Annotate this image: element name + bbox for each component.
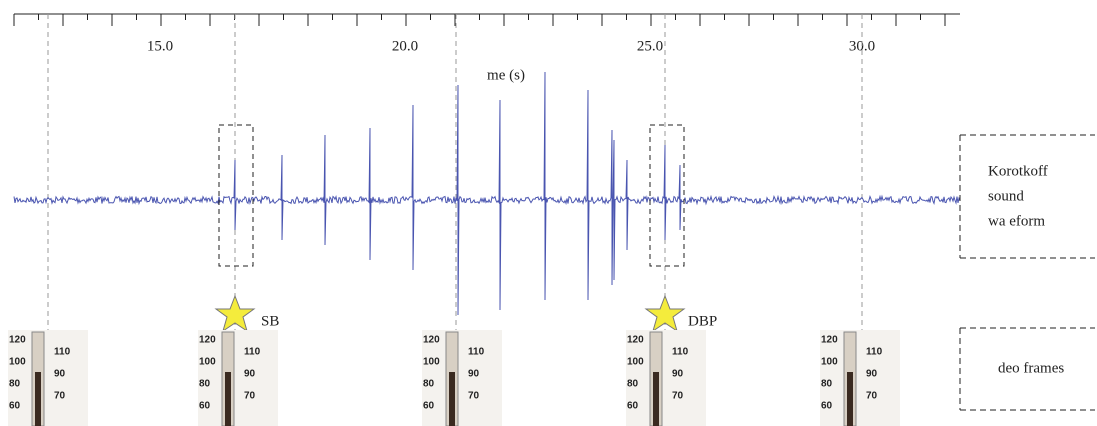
gauge-label: 60 — [821, 401, 833, 412]
gauge-label: 80 — [199, 379, 211, 390]
gauge-label: 70 — [244, 391, 256, 402]
gauge-label: 110 — [672, 347, 689, 358]
tick-label: 30.0 — [849, 38, 875, 54]
gauge-mercury — [449, 372, 455, 426]
gauge-label: 110 — [54, 347, 71, 358]
frame-bg — [626, 330, 706, 426]
gauge-label: 90 — [866, 369, 878, 380]
gauge-label: 90 — [468, 369, 480, 380]
row-label: sound — [988, 188, 1024, 204]
gauge-label: 120 — [199, 335, 216, 346]
gauge-label: 100 — [821, 357, 838, 368]
gauge-mercury — [847, 372, 853, 426]
waveform — [13, 71, 961, 316]
star — [214, 294, 256, 333]
gauge-label: 70 — [468, 391, 480, 402]
gauge-label: 120 — [627, 335, 644, 346]
time-ruler: 15.0 20.0 25.0 30.0 — [13, 13, 960, 54]
gauge-mercury — [225, 372, 231, 426]
frame-bg — [422, 330, 502, 426]
row-label: wa eform — [988, 213, 1045, 229]
tick-label: 15.0 — [147, 38, 173, 54]
gauge-label: 60 — [423, 401, 435, 412]
highlight-box — [218, 124, 254, 267]
axis-label: me (s) — [487, 67, 525, 83]
tick-label: 20.0 — [392, 38, 418, 54]
gauge-label: 90 — [244, 369, 256, 380]
row-bracket — [959, 134, 1095, 411]
gauge-label: 80 — [423, 379, 435, 390]
gauge-label: 80 — [627, 379, 639, 390]
gauge-mercury — [653, 372, 659, 426]
gauge-label: 70 — [54, 391, 66, 402]
gauge-label: 120 — [423, 335, 440, 346]
row-label: deo frames — [998, 360, 1064, 376]
star — [644, 294, 686, 333]
gauge-label: 120 — [821, 335, 838, 346]
gauge-label: 60 — [199, 401, 211, 412]
gauge-label: 110 — [866, 347, 883, 358]
annotation: SB — [261, 313, 279, 329]
gauge-label: 90 — [54, 369, 66, 380]
gauge-label: 60 — [9, 401, 21, 412]
gauge-label: 60 — [627, 401, 639, 412]
gauge-label: 90 — [672, 369, 684, 380]
frame-bg — [820, 330, 900, 426]
gauge-label: 100 — [423, 357, 440, 368]
annotation: DBP — [688, 313, 717, 329]
gauge-label: 100 — [9, 357, 26, 368]
gauge-label: 100 — [627, 357, 644, 368]
gauge-mercury — [35, 372, 41, 426]
gauge-label: 110 — [244, 347, 261, 358]
row-label: Korotkoff — [988, 163, 1048, 179]
frame-bg — [8, 330, 88, 426]
gauge-label: 70 — [672, 391, 684, 402]
gauge-label: 80 — [821, 379, 833, 390]
gauge-label: 70 — [866, 391, 878, 402]
gauge-label: 80 — [9, 379, 21, 390]
video-frames: 120 100 80 60 110 90 70 120 100 80 60 110 90 70 120 100… — [8, 330, 900, 426]
tick-label: 25.0 — [637, 38, 663, 54]
gauge-label: 110 — [468, 347, 485, 358]
frame-bg — [198, 330, 278, 426]
highlight-box — [649, 124, 685, 267]
gauge-label: 120 — [9, 335, 26, 346]
gauge-label: 100 — [199, 357, 216, 368]
